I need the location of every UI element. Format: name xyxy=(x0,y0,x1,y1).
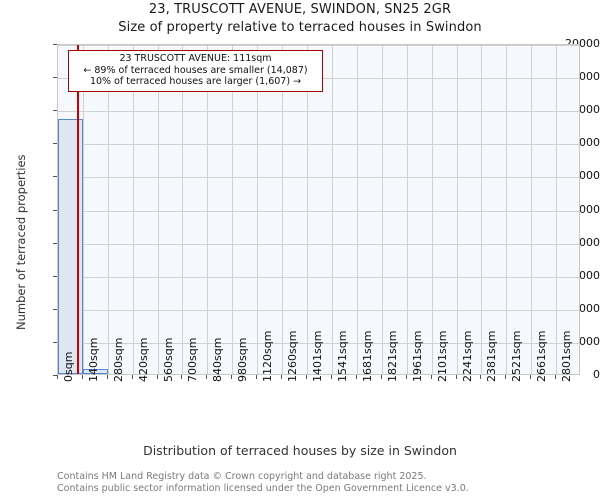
x-axis-tick-label: 560sqm xyxy=(161,337,175,382)
x-axis-tick-mark xyxy=(530,375,532,379)
gridline-vertical xyxy=(107,45,109,374)
x-axis-tick-label: 840sqm xyxy=(211,337,225,382)
x-axis-tick-label: 280sqm xyxy=(111,337,125,382)
x-axis-tick-mark xyxy=(480,375,482,379)
x-axis-tick-mark xyxy=(156,375,158,379)
y-axis-tick-label: 0 xyxy=(593,368,600,381)
x-axis-tick-label: 1260sqm xyxy=(286,330,300,382)
x-axis-title: Distribution of terraced houses by size … xyxy=(143,443,457,458)
x-axis-tick-label: 140sqm xyxy=(86,337,100,382)
gridline-vertical xyxy=(406,45,408,374)
x-axis-tick-label: 1961sqm xyxy=(410,330,424,382)
gridline-horizontal xyxy=(58,111,579,113)
gridline-vertical xyxy=(332,45,334,374)
x-axis-tick-mark xyxy=(430,375,432,379)
y-axis-tick-mark xyxy=(53,77,57,79)
footer-line-2: Contains public sector information licen… xyxy=(57,482,469,494)
x-axis-tick-label: 1120sqm xyxy=(261,330,275,382)
footer-attribution: Contains HM Land Registry data © Crown c… xyxy=(57,471,597,494)
y-axis-tick-mark xyxy=(53,275,57,277)
property-annotation-box: 23 TRUSCOTT AVENUE: 111sqm ← 89% of terr… xyxy=(68,50,323,92)
y-axis-tick-mark xyxy=(53,143,57,145)
annotation-smaller-line: ← 89% of terraced houses are smaller (14… xyxy=(83,64,308,76)
gridline-vertical xyxy=(282,45,284,374)
gridline-vertical xyxy=(132,45,134,374)
gridline-horizontal xyxy=(58,342,579,344)
x-axis-tick-label: 1821sqm xyxy=(385,330,399,382)
histogram-bar xyxy=(58,119,83,374)
x-axis-tick-mark xyxy=(281,375,283,379)
gridline-horizontal xyxy=(58,45,579,46)
x-axis-tick-mark xyxy=(206,375,208,379)
gridline-horizontal xyxy=(58,144,579,146)
x-axis-tick-mark xyxy=(131,375,133,379)
y-axis-tick-mark xyxy=(53,110,57,112)
annotation-property-line: 23 TRUSCOTT AVENUE: 111sqm xyxy=(119,53,272,64)
x-axis-tick-label: 700sqm xyxy=(186,337,200,382)
y-axis-tick-mark xyxy=(53,341,57,343)
histogram-bar xyxy=(82,369,108,374)
x-axis-tick-mark xyxy=(57,375,58,379)
x-axis-tick-mark xyxy=(231,375,233,379)
x-axis-tick-mark xyxy=(81,375,83,379)
footer-line-1: Contains HM Land Registry data © Crown c… xyxy=(57,471,427,482)
x-axis-tick-mark xyxy=(555,375,557,379)
gridline-vertical xyxy=(207,45,209,374)
x-axis-tick-label: 2801sqm xyxy=(560,330,574,382)
gridline-horizontal xyxy=(58,276,579,278)
annotation-larger-line: 10% of terraced houses are larger (1,607… xyxy=(89,76,302,87)
x-axis-tick-mark xyxy=(331,375,333,379)
x-axis-tick-label: 2241sqm xyxy=(460,330,474,382)
x-axis-tick-label: 420sqm xyxy=(136,337,150,382)
gridline-vertical xyxy=(307,45,309,374)
x-axis-tick-mark xyxy=(256,375,258,379)
y-axis-tick-mark xyxy=(53,375,57,376)
gridline-horizontal xyxy=(58,309,579,311)
gridline-vertical xyxy=(182,45,184,374)
y-axis-tick-mark xyxy=(53,209,57,211)
x-axis-tick-mark xyxy=(306,375,308,379)
x-axis-tick-mark xyxy=(181,375,183,379)
gridline-horizontal xyxy=(58,210,579,212)
gridline-vertical xyxy=(506,45,508,374)
gridline-vertical xyxy=(431,45,433,374)
gridline-horizontal xyxy=(58,243,579,245)
gridline-vertical xyxy=(531,45,533,374)
gridline-vertical xyxy=(356,45,358,374)
x-axis-tick-mark xyxy=(106,375,108,379)
x-axis-tick-label: 1401sqm xyxy=(311,330,325,382)
x-axis-tick-mark xyxy=(380,375,382,379)
x-axis-tick-label: 2661sqm xyxy=(535,330,549,382)
x-axis-tick-label: 1681sqm xyxy=(360,330,374,382)
x-axis-tick-mark xyxy=(405,375,407,379)
x-axis-tick-mark xyxy=(455,375,457,379)
gridline-vertical xyxy=(157,45,159,374)
y-axis-title: Number of terraced properties xyxy=(14,154,28,330)
x-axis-tick-mark xyxy=(355,375,357,379)
y-axis-tick-mark xyxy=(53,308,57,310)
property-marker-line xyxy=(76,45,79,374)
x-axis-tick-label: 2381sqm xyxy=(485,330,499,382)
x-axis-tick-label: 980sqm xyxy=(236,337,250,382)
gridline-vertical xyxy=(456,45,458,374)
gridline-horizontal xyxy=(58,177,579,179)
y-axis-tick-mark xyxy=(53,44,57,45)
x-axis-tick-label: 0sqm xyxy=(62,351,75,382)
y-axis-tick-mark xyxy=(53,242,57,244)
x-axis-tick-label: 2521sqm xyxy=(510,330,524,382)
y-axis-tick-mark xyxy=(53,176,57,178)
gridline-vertical xyxy=(481,45,483,374)
gridline-vertical xyxy=(381,45,383,374)
x-axis-tick-label: 1541sqm xyxy=(336,330,350,382)
page-title: 23, TRUSCOTT AVENUE, SWINDON, SN25 2GR xyxy=(148,2,452,17)
gridline-vertical xyxy=(232,45,234,374)
plot-area xyxy=(57,44,580,375)
x-axis-tick-mark xyxy=(505,375,507,379)
x-axis-tick-label: 2101sqm xyxy=(435,330,449,382)
chart-subtitle: Size of property relative to terraced ho… xyxy=(118,20,482,35)
gridline-vertical xyxy=(556,45,558,374)
gridline-vertical xyxy=(82,45,84,374)
gridline-vertical xyxy=(257,45,259,374)
